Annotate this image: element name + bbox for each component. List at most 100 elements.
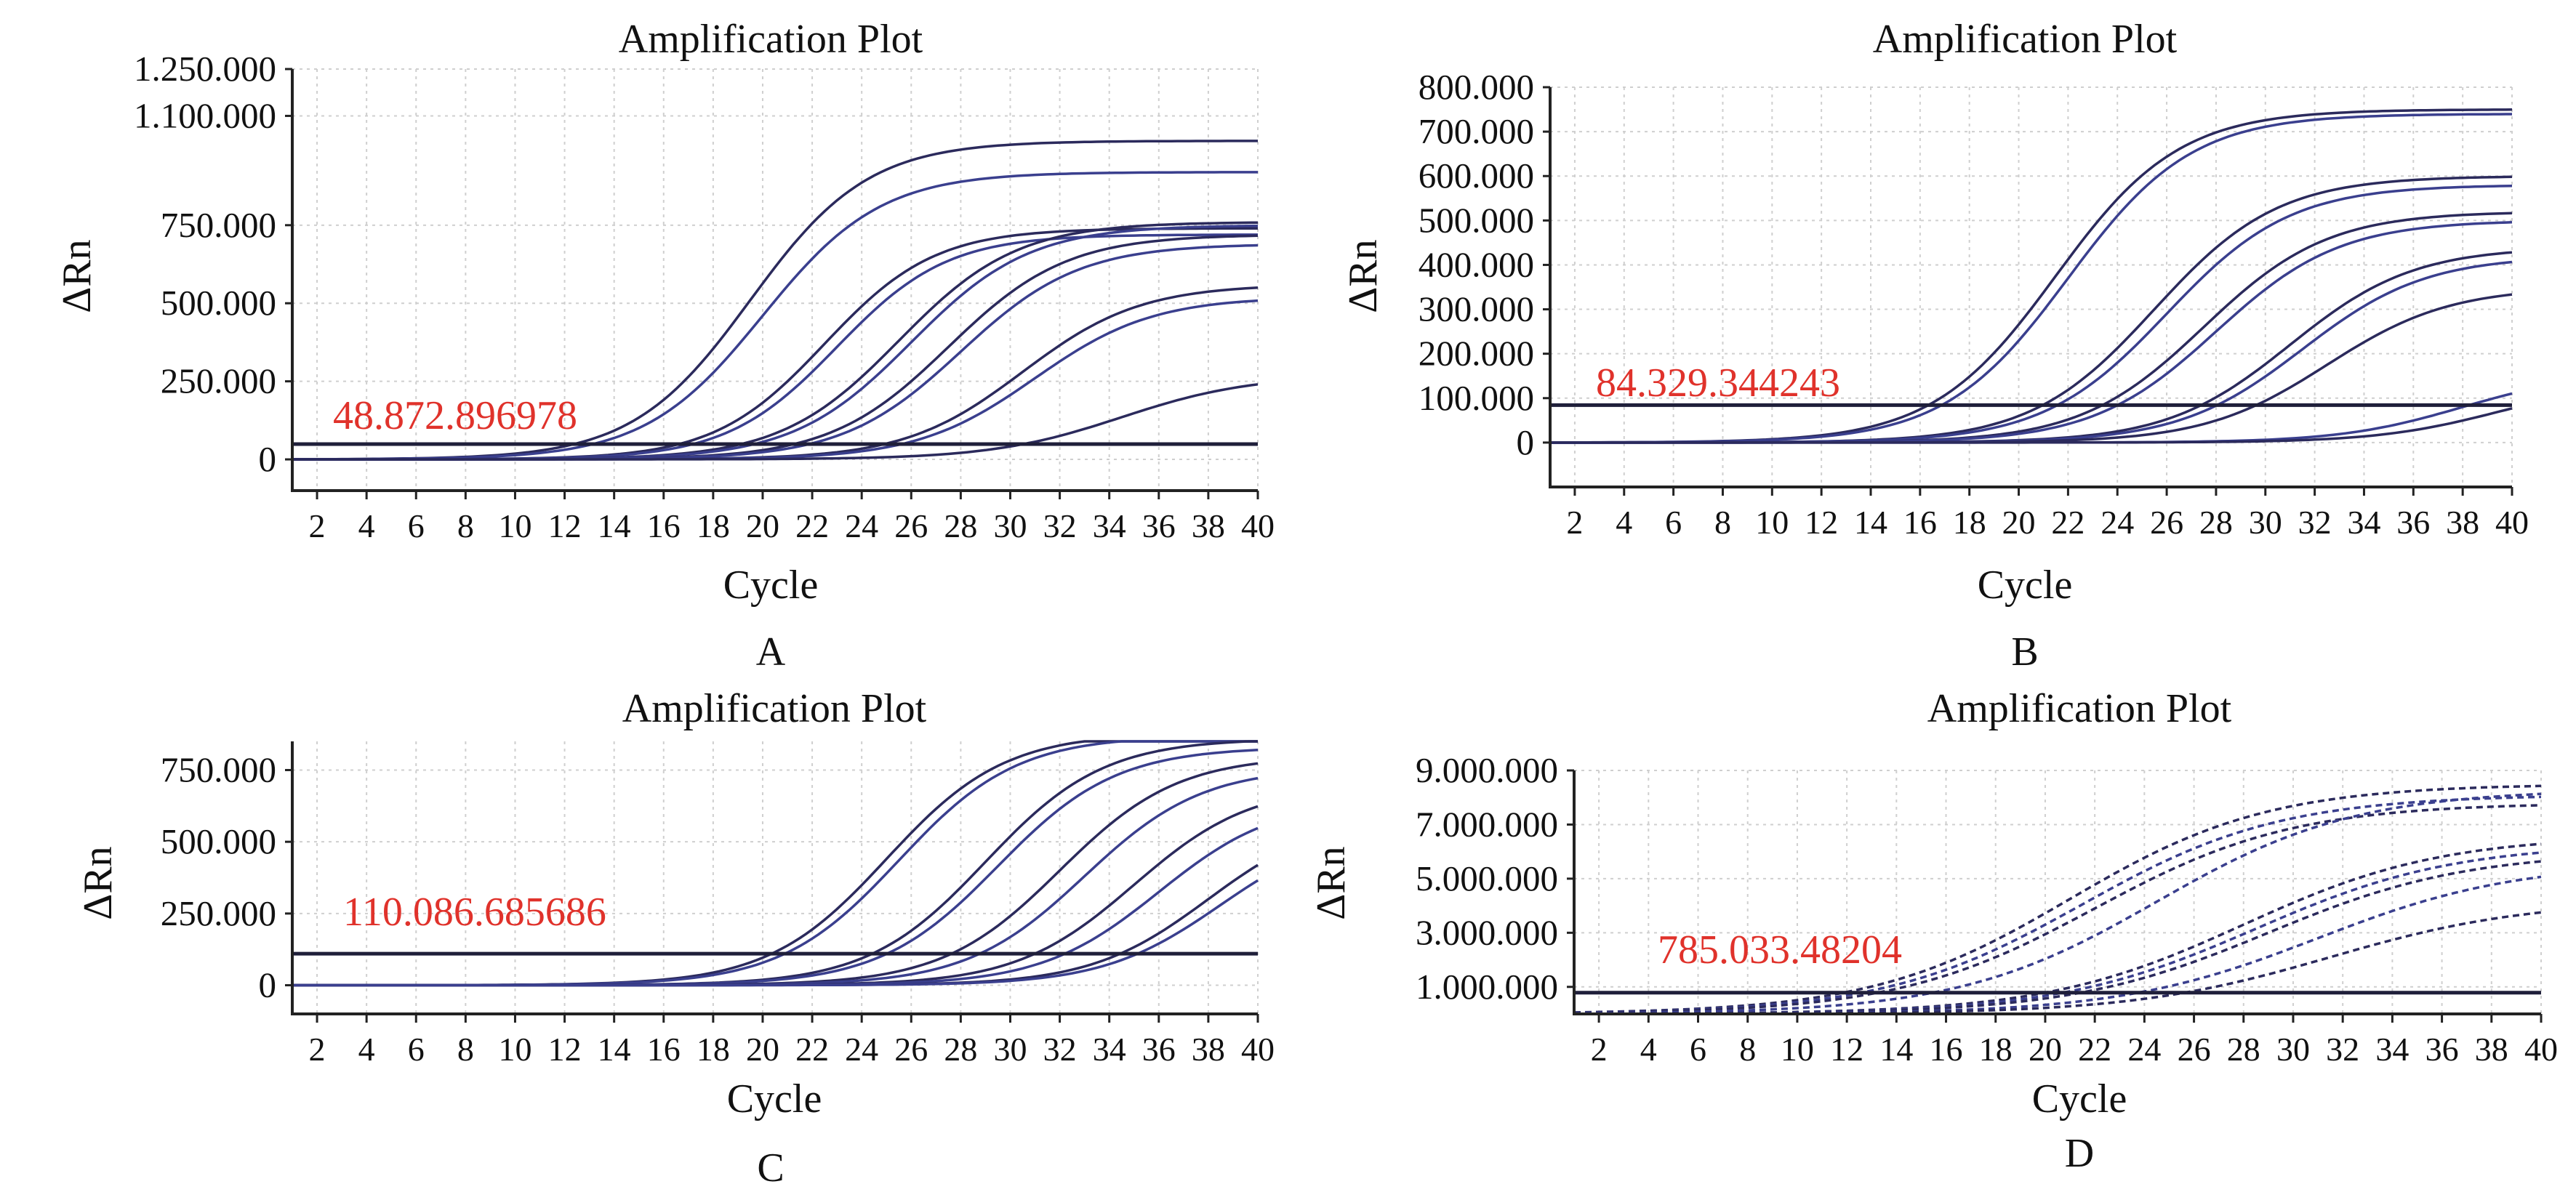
panel-a-x-tick-label-16: 34 bbox=[1093, 507, 1126, 544]
panel-b-curves bbox=[1549, 108, 2513, 444]
panel-a-x-tick-label-4: 10 bbox=[498, 507, 531, 544]
panel-c-x-tick-label-4: 10 bbox=[498, 1031, 531, 1068]
panel-c-curves bbox=[292, 740, 1259, 987]
panel-a-y-tick-label-2: 500.000 bbox=[161, 283, 276, 323]
panel-a-curves bbox=[292, 140, 1259, 461]
panel-c-amplification-curve-9 bbox=[292, 879, 1259, 987]
panel-a-x-tick-label-5: 12 bbox=[548, 507, 582, 544]
panel-d-y-tick-label-0: 1.000.000 bbox=[1416, 967, 1558, 1007]
panel-d-x-tick-label-8: 18 bbox=[1979, 1031, 2013, 1068]
panel-d-x-tick-label-5: 12 bbox=[1830, 1031, 1863, 1068]
panel-c-x-tick-label-19: 40 bbox=[1241, 1031, 1275, 1068]
panel-b-x-tick-label-5: 12 bbox=[1805, 504, 1838, 541]
panel-b-x-tick-label-12: 26 bbox=[2150, 504, 2183, 541]
panel-b-y-tick-label-0: 0 bbox=[1517, 422, 1535, 462]
panel-b-x-tick-label-7: 16 bbox=[1903, 504, 1937, 541]
panel-c-grid bbox=[292, 741, 1259, 1014]
panel-d-x-tick-label-2: 6 bbox=[1690, 1031, 1706, 1068]
panel-c-x-tick-label-8: 18 bbox=[697, 1031, 730, 1068]
panel-b-x-tick-label-17: 36 bbox=[2396, 504, 2430, 541]
panel-a-x-tick-label-11: 24 bbox=[845, 507, 878, 544]
panel-b-y-tick-label-2: 200.000 bbox=[1419, 334, 1534, 374]
panel-b-x-tick-label-15: 32 bbox=[2298, 504, 2332, 541]
panel-c-x-tick-label-10: 22 bbox=[795, 1031, 829, 1068]
panel-d-y-tick-label-2: 5.000.000 bbox=[1416, 858, 1558, 898]
panel-d-y-tick-label-1: 3.000.000 bbox=[1416, 912, 1558, 952]
panel-d-grid bbox=[1574, 770, 2542, 1014]
panel-c-x-ticks: 2 4 6 8 10 12 14 16 18 20 22 24 26 28 30 32 34 36 38 40 bbox=[309, 1014, 1275, 1068]
panel-c-x-tick-label-12: 26 bbox=[894, 1031, 928, 1068]
panel-a-x-axis-label: Cycle bbox=[723, 563, 819, 608]
panel-c-x-tick-label-7: 16 bbox=[647, 1031, 681, 1068]
panel-b-x-axis-label: Cycle bbox=[1978, 563, 2073, 608]
panel-c-x-tick-label-17: 36 bbox=[1142, 1031, 1176, 1068]
panel-a-x-tick-label-9: 20 bbox=[746, 507, 779, 544]
panel-d-title: Amplification Plot bbox=[1927, 686, 2232, 731]
panel-c-x-tick-label-16: 34 bbox=[1093, 1031, 1126, 1068]
panel-c-x-tick-label-13: 28 bbox=[944, 1031, 977, 1068]
panel-d-y-tick-label-4: 9.000.000 bbox=[1416, 750, 1558, 790]
panel-b-y-tick-label-8: 800.000 bbox=[1419, 67, 1534, 107]
panel-d-amplification-curve-0 bbox=[1573, 784, 2542, 1014]
panel-b-amplification-curve-6 bbox=[1550, 251, 2513, 444]
panel-d-amplification-curve-8 bbox=[1574, 911, 2542, 1015]
panel-d-amplification-curve-6 bbox=[1574, 860, 2542, 1015]
panel-b-x-tick-label-19: 40 bbox=[2495, 504, 2529, 541]
panel-c-amplification-curve-3 bbox=[292, 749, 1259, 987]
panel-a-threshold-label: 48.872.896978 bbox=[333, 393, 577, 438]
panel-c-x-tick-label-11: 24 bbox=[845, 1031, 878, 1068]
panel-a-x-tick-label-19: 40 bbox=[1241, 507, 1275, 544]
panel-d-amplification-curve-1 bbox=[1573, 795, 2542, 1014]
panel-c-axes bbox=[291, 741, 1258, 1015]
panel-d-x-tick-label-12: 26 bbox=[2178, 1031, 2211, 1068]
panel-d: 1.000.000 3.000.000 5.000.000 7.000.000 9.00… bbox=[1309, 686, 2558, 1176]
panel-a-x-tick-label-12: 26 bbox=[894, 507, 928, 544]
panel-a-y-tick-label-0: 0 bbox=[259, 439, 277, 479]
panel-c-x-tick-label-5: 12 bbox=[548, 1031, 582, 1068]
panel-c-y-tick-label-0: 0 bbox=[259, 965, 277, 1005]
panel-c-y-axis-label: ΔRn bbox=[76, 846, 121, 919]
panel-d-y-ticks: 1.000.000 3.000.000 5.000.000 7.000.000 9.00… bbox=[1416, 750, 1574, 1007]
panel-d-x-tick-label-15: 32 bbox=[2326, 1031, 2359, 1068]
panel-b-grid bbox=[1550, 86, 2513, 487]
panel-d-y-tick-label-3: 7.000.000 bbox=[1416, 804, 1558, 844]
panel-d-x-tick-label-14: 30 bbox=[2276, 1031, 2310, 1068]
panel-b-x-tick-label-16: 34 bbox=[2347, 504, 2380, 541]
panel-d-x-tick-label-9: 20 bbox=[2029, 1031, 2062, 1068]
panel-d-y-axis-label: ΔRn bbox=[1309, 846, 1354, 919]
panel-c-x-tick-label-2: 6 bbox=[408, 1031, 425, 1068]
panel-b-y-tick-label-5: 500.000 bbox=[1419, 200, 1534, 240]
panel-c-x-tick-label-9: 20 bbox=[746, 1031, 779, 1068]
panel-b-threshold-label: 84.329.344243 bbox=[1596, 361, 1840, 406]
panel-c-y-tick-label-1: 250.000 bbox=[161, 893, 276, 933]
panel-b-x-tick-label-4: 10 bbox=[1755, 504, 1789, 541]
panel-a-x-tick-label-10: 22 bbox=[795, 507, 829, 544]
panel-a-x-tick-label-15: 32 bbox=[1043, 507, 1077, 544]
panel-c-x-tick-label-18: 38 bbox=[1192, 1031, 1225, 1068]
panel-a-x-tick-label-14: 30 bbox=[993, 507, 1027, 544]
panel-b-y-tick-label-4: 400.000 bbox=[1419, 244, 1534, 284]
panel-c-x-tick-label-1: 4 bbox=[358, 1031, 375, 1068]
panel-a-x-tick-label-3: 8 bbox=[457, 507, 474, 544]
panel-d-amplification-curve-2 bbox=[1573, 804, 2542, 1015]
panel-c-x-tick-label-14: 30 bbox=[993, 1031, 1027, 1068]
panel-a-x-tick-label-8: 18 bbox=[697, 507, 730, 544]
panel-d-label: D bbox=[2065, 1131, 2094, 1176]
panel-d-x-tick-label-17: 36 bbox=[2425, 1031, 2459, 1068]
panel-b-x-tick-label-11: 24 bbox=[2100, 504, 2134, 541]
panel-a-y-tick-label-3: 750.000 bbox=[161, 205, 276, 245]
panel-d-amplification-curve-7 bbox=[1574, 875, 2542, 1015]
panel-c-y-tick-label-2: 500.000 bbox=[161, 821, 276, 861]
panel-a-y-tick-label-5: 1.250.000 bbox=[134, 49, 276, 89]
panel-a-y-tick-label-4: 1.100.000 bbox=[134, 95, 276, 135]
panel-c-x-axis-label: Cycle bbox=[727, 1076, 822, 1122]
panel-d-x-axis-label: Cycle bbox=[2032, 1076, 2127, 1122]
panel-a-amplification-curve-10 bbox=[292, 383, 1259, 461]
panel-a-label: A bbox=[756, 629, 786, 675]
panel-b-x-tick-label-14: 30 bbox=[2249, 504, 2282, 541]
panel-b-x-tick-label-6: 14 bbox=[1854, 504, 1887, 541]
panel-b-label: B bbox=[2011, 629, 2038, 675]
panel-d-axes bbox=[1573, 770, 2541, 1015]
